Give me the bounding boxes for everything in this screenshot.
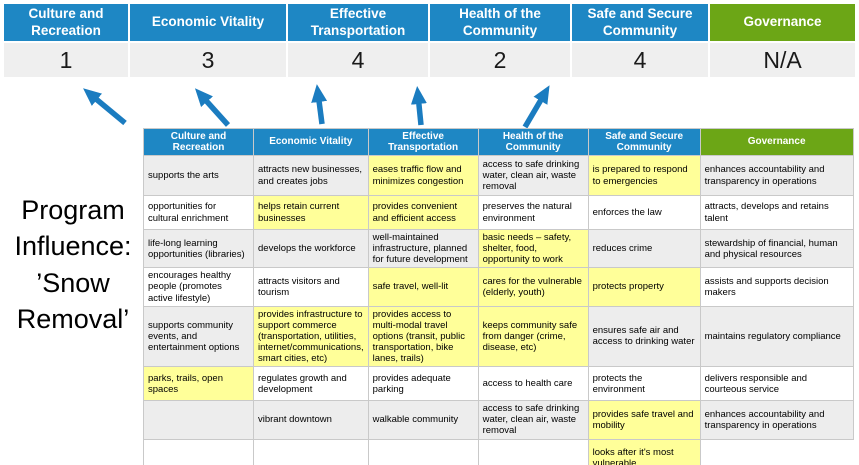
matrix-cell-highlighted: eases traffic flow and minimizes congest… (367, 155, 479, 196)
matrix-cell: opportunities for cultural enrichment (143, 195, 254, 230)
matrix-cell: walkable community (367, 400, 479, 440)
matrix-cell-highlighted: is prepared to respond to emergencies (587, 155, 701, 196)
table-row: vibrant downtown walkable community access… (143, 400, 854, 440)
table-row: encourages healthy people (promotes acti… (143, 267, 854, 307)
matrix-cell: access to safe drinking water, clean air… (477, 155, 589, 196)
summary-header: Governance (710, 4, 855, 41)
column-header: Safe and Secure Community (587, 128, 701, 156)
matrix-cell: vibrant downtown (253, 400, 369, 440)
matrix-cell: maintains regulatory compliance (699, 305, 854, 368)
summary-header: Health of the Community (430, 4, 570, 41)
table-row: supports community events, and entertain… (143, 305, 854, 368)
matrix-cell (367, 438, 479, 465)
matrix-cell (143, 400, 254, 440)
matrix-cell: regulates growth and development (253, 366, 369, 402)
column-header: Health of the Community (477, 128, 589, 156)
matrix-cell: access to safe drinking water, clean air… (477, 400, 589, 440)
matrix-cell-highlighted: basic needs – safety, shelter, food, opp… (477, 228, 589, 269)
matrix-cell: access to health care (477, 366, 589, 402)
summary-header: Effective Transportation (288, 4, 428, 41)
matrix-cell-highlighted: safe travel, well-lit (367, 267, 479, 307)
matrix-cell: develops the workforce (253, 228, 369, 269)
summary-column-safe: Safe and Secure Community 4 (572, 4, 708, 77)
summary-value: 4 (288, 43, 428, 77)
matrix-cell: protects the environment (587, 366, 701, 402)
table-row: parks, trails, open spaces regulates grow… (143, 366, 854, 402)
matrix-cell: life-long learning opportunities (librar… (143, 228, 254, 269)
matrix-cell (477, 438, 589, 465)
matrix-cell: enhances accountability and transparency… (699, 155, 854, 196)
matrix-cell-highlighted: cares for the vulnerable (elderly, youth… (477, 267, 589, 307)
matrix-cell: encourages healthy people (promotes acti… (143, 267, 254, 307)
matrix-cell (700, 439, 854, 465)
summary-value: 1 (4, 43, 128, 77)
table-row: supports the arts attracts new businesses… (143, 155, 854, 196)
matrix-cell: enhances accountability and transparency… (699, 400, 854, 440)
table-row: opportunities for cultural enrichment hel… (143, 195, 854, 230)
matrix-cell-highlighted: helps retain current businesses (253, 195, 369, 230)
column-header: Governance (699, 128, 854, 156)
matrix-cell-highlighted: provides infrastructure to support comme… (253, 305, 369, 368)
influence-matrix: Culture and Recreation Economic Vitality E… (143, 128, 854, 465)
matrix-cell (143, 438, 254, 465)
matrix-cell: assists and supports decision makers (699, 267, 854, 307)
matrix-cell-highlighted: provides convenient and efficient access (367, 195, 479, 230)
summary-value: 2 (430, 43, 570, 77)
summary-column-health: Health of the Community 2 (430, 4, 570, 77)
table-row: life-long learning opportunities (librar… (143, 228, 854, 269)
matrix-cell: reduces crime (587, 228, 701, 269)
matrix-cell (253, 438, 369, 465)
matrix-cell: stewardship of financial, human and phys… (699, 228, 854, 269)
table-row: looks after it's most vulnerable (143, 438, 854, 465)
summary-table: Culture and Recreation 1 Economic Vitali… (4, 4, 855, 77)
summary-value: N/A (710, 43, 855, 77)
summary-value: 4 (572, 43, 708, 77)
matrix-cell: preserves the natural environment (477, 195, 589, 230)
matrix-cell-highlighted: keeps community safe from danger (crime,… (477, 305, 589, 368)
matrix-cell-highlighted: protects property (587, 267, 701, 307)
matrix-cell: well-maintained infrastructure, planned … (367, 228, 479, 269)
matrix-cell: enforces the law (587, 195, 701, 230)
summary-header: Culture and Recreation (4, 4, 128, 41)
matrix-cell: attracts, develops and retains talent (699, 195, 854, 230)
matrix-body: supports the arts attracts new businesses… (143, 155, 854, 465)
column-header: Culture and Recreation (143, 128, 254, 156)
matrix-cell: attracts visitors and tourism (253, 267, 369, 307)
column-header: Economic Vitality (253, 128, 369, 156)
matrix-cell: delivers responsible and courteous servi… (699, 366, 854, 402)
summary-column-culture: Culture and Recreation 1 (4, 4, 128, 77)
matrix-header-row: Culture and Recreation Economic Vitality E… (143, 128, 854, 156)
summary-column-economic: Economic Vitality 3 (130, 4, 286, 77)
matrix-cell-highlighted: provides access to multi-modal travel op… (367, 305, 479, 368)
column-header: Effective Transportation (367, 128, 479, 156)
summary-column-governance: Governance N/A (710, 4, 855, 77)
matrix-cell: ensures safe air and access to drinking … (587, 305, 701, 368)
up-arrows-icon (83, 84, 550, 129)
matrix-cell: provides adequate parking (367, 366, 479, 402)
matrix-cell-highlighted: parks, trails, open spaces (143, 366, 254, 402)
summary-column-transportation: Effective Transportation 4 (288, 4, 428, 77)
matrix-cell: attracts new businesses, and creates job… (253, 155, 369, 196)
summary-header: Safe and Secure Community (572, 4, 708, 41)
matrix-cell: supports the arts (143, 155, 254, 196)
matrix-cell-highlighted: looks after it's most vulnerable (587, 438, 701, 465)
matrix-header-row: Culture and Recreation Economic Vitality E… (143, 128, 854, 156)
summary-header: Economic Vitality (130, 4, 286, 41)
matrix-cell-highlighted: provides safe travel and mobility (587, 400, 701, 440)
matrix-cell: supports community events, and entertain… (143, 305, 254, 368)
program-influence-label: Program Influence: ’Snow Removal’ (14, 195, 132, 335)
summary-value: 3 (130, 43, 286, 77)
